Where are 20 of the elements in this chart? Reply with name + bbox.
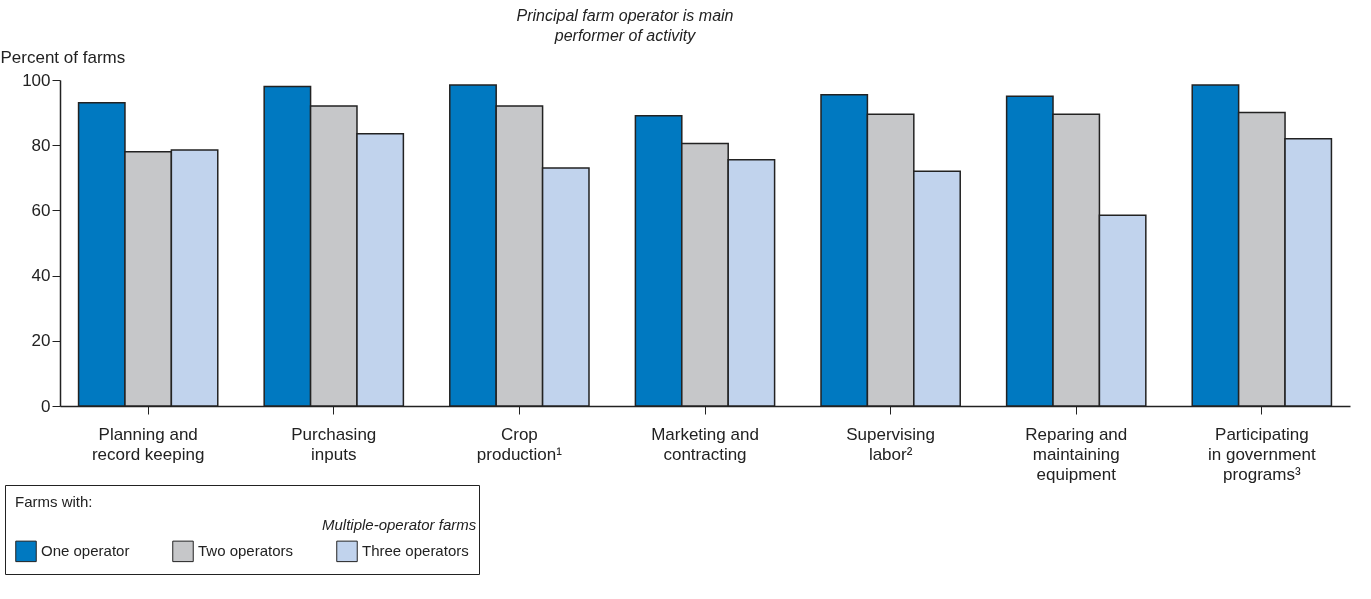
x-tick-label: Supervising labor² (846, 424, 936, 464)
x-tick-label: Marketing and contracting (651, 424, 759, 464)
y-tick-label: 80 (31, 135, 51, 155)
y-tick-label: 60 (31, 200, 51, 220)
y-tick-label: 0 (41, 396, 51, 416)
legend-label: Three operators (362, 542, 469, 560)
x-tick-label: Crop production¹ (476, 424, 563, 464)
text: Multiple-operator farms (322, 516, 477, 533)
chart-title: Principal farm operator is main performer of activity (516, 7, 734, 44)
legend-title: Farms with: (15, 493, 93, 510)
y-tick-label: 100 (22, 70, 51, 90)
legend-label: Two operators (198, 542, 294, 560)
y-tick-label: 20 (31, 331, 51, 351)
x-tick-label: Planning and record keeping (91, 424, 205, 464)
x-tick-label: Purchasing inputs (291, 424, 377, 464)
y-tick-label: 40 (31, 266, 51, 286)
x-tick-label: Participating in government programs³ (1207, 424, 1316, 484)
y-axis-title: Percent of farms (0, 47, 126, 67)
legend-label: One operator (41, 542, 130, 560)
x-tick-label: Reparing and maintaining equipment (1025, 424, 1128, 484)
